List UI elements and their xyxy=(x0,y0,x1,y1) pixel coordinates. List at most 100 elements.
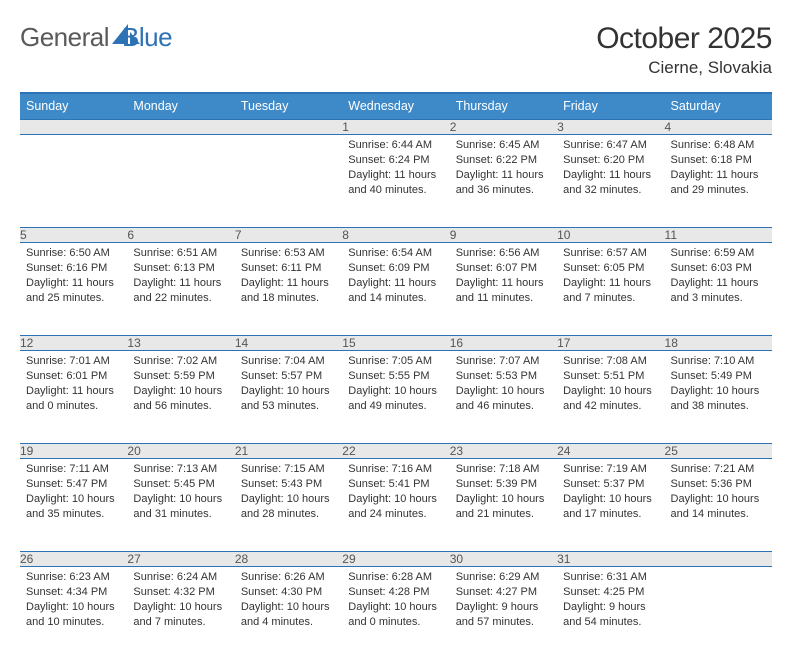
day-number-cell: 16 xyxy=(450,336,557,351)
day-details: Sunrise: 7:18 AMSunset: 5:39 PMDaylight:… xyxy=(450,459,557,525)
day-number-cell: 18 xyxy=(665,336,772,351)
logo-sail-icon xyxy=(112,24,142,46)
day-number-cell: 28 xyxy=(235,552,342,567)
weekday-header: Tuesday xyxy=(235,93,342,120)
weekday-header: Monday xyxy=(127,93,234,120)
day-number-cell: 5 xyxy=(20,228,127,243)
day-cell: Sunrise: 6:54 AMSunset: 6:09 PMDaylight:… xyxy=(342,243,449,336)
day-number-cell: 1 xyxy=(342,120,449,135)
day-details: Sunrise: 7:15 AMSunset: 5:43 PMDaylight:… xyxy=(235,459,342,525)
calendar-page: General Blue October 2025 Cierne, Slovak… xyxy=(0,0,792,670)
location-label: Cierne, Slovakia xyxy=(596,58,772,78)
calendar-table: SundayMondayTuesdayWednesdayThursdayFrid… xyxy=(20,92,772,660)
day-details: Sunrise: 6:56 AMSunset: 6:07 PMDaylight:… xyxy=(450,243,557,309)
day-details: Sunrise: 7:07 AMSunset: 5:53 PMDaylight:… xyxy=(450,351,557,417)
day-details: Sunrise: 6:24 AMSunset: 4:32 PMDaylight:… xyxy=(127,567,234,633)
day-number-cell: 9 xyxy=(450,228,557,243)
day-number-cell: 14 xyxy=(235,336,342,351)
header: General Blue October 2025 Cierne, Slovak… xyxy=(20,22,772,78)
day-cell: Sunrise: 6:24 AMSunset: 4:32 PMDaylight:… xyxy=(127,567,234,660)
day-cell: Sunrise: 7:16 AMSunset: 5:41 PMDaylight:… xyxy=(342,459,449,552)
day-cell: Sunrise: 6:28 AMSunset: 4:28 PMDaylight:… xyxy=(342,567,449,660)
day-number-cell: 24 xyxy=(557,444,664,459)
weekday-header: Friday xyxy=(557,93,664,120)
day-details: Sunrise: 7:10 AMSunset: 5:49 PMDaylight:… xyxy=(665,351,772,417)
day-number-cell: 17 xyxy=(557,336,664,351)
day-cell: Sunrise: 7:05 AMSunset: 5:55 PMDaylight:… xyxy=(342,351,449,444)
day-details: Sunrise: 7:11 AMSunset: 5:47 PMDaylight:… xyxy=(20,459,127,525)
day-number-cell: 2 xyxy=(450,120,557,135)
day-cell: Sunrise: 7:15 AMSunset: 5:43 PMDaylight:… xyxy=(235,459,342,552)
day-cell: Sunrise: 7:08 AMSunset: 5:51 PMDaylight:… xyxy=(557,351,664,444)
day-details: Sunrise: 6:54 AMSunset: 6:09 PMDaylight:… xyxy=(342,243,449,309)
day-number-cell: 21 xyxy=(235,444,342,459)
day-cell: Sunrise: 7:19 AMSunset: 5:37 PMDaylight:… xyxy=(557,459,664,552)
day-cell: Sunrise: 7:11 AMSunset: 5:47 PMDaylight:… xyxy=(20,459,127,552)
day-cell: Sunrise: 6:45 AMSunset: 6:22 PMDaylight:… xyxy=(450,135,557,228)
day-details: Sunrise: 7:21 AMSunset: 5:36 PMDaylight:… xyxy=(665,459,772,525)
day-cell: Sunrise: 6:59 AMSunset: 6:03 PMDaylight:… xyxy=(665,243,772,336)
day-cell: Sunrise: 7:18 AMSunset: 5:39 PMDaylight:… xyxy=(450,459,557,552)
day-number-cell: 10 xyxy=(557,228,664,243)
day-number-cell xyxy=(127,120,234,135)
day-cell: Sunrise: 7:21 AMSunset: 5:36 PMDaylight:… xyxy=(665,459,772,552)
day-cell: Sunrise: 7:07 AMSunset: 5:53 PMDaylight:… xyxy=(450,351,557,444)
day-details: Sunrise: 6:59 AMSunset: 6:03 PMDaylight:… xyxy=(665,243,772,309)
day-number-cell: 19 xyxy=(20,444,127,459)
day-number-cell: 26 xyxy=(20,552,127,567)
day-number-cell: 11 xyxy=(665,228,772,243)
day-number-cell: 25 xyxy=(665,444,772,459)
day-cell: Sunrise: 6:44 AMSunset: 6:24 PMDaylight:… xyxy=(342,135,449,228)
day-details: Sunrise: 6:51 AMSunset: 6:13 PMDaylight:… xyxy=(127,243,234,309)
day-number-cell xyxy=(665,552,772,567)
day-cell: Sunrise: 6:48 AMSunset: 6:18 PMDaylight:… xyxy=(665,135,772,228)
weekday-header: Saturday xyxy=(665,93,772,120)
day-cell: Sunrise: 6:56 AMSunset: 6:07 PMDaylight:… xyxy=(450,243,557,336)
day-number-cell: 3 xyxy=(557,120,664,135)
day-cell: Sunrise: 6:47 AMSunset: 6:20 PMDaylight:… xyxy=(557,135,664,228)
day-details: Sunrise: 6:57 AMSunset: 6:05 PMDaylight:… xyxy=(557,243,664,309)
day-number-cell: 30 xyxy=(450,552,557,567)
day-number-cell: 6 xyxy=(127,228,234,243)
title-block: October 2025 Cierne, Slovakia xyxy=(596,22,772,78)
day-details: Sunrise: 6:28 AMSunset: 4:28 PMDaylight:… xyxy=(342,567,449,633)
day-details: Sunrise: 6:45 AMSunset: 6:22 PMDaylight:… xyxy=(450,135,557,201)
day-details: Sunrise: 7:13 AMSunset: 5:45 PMDaylight:… xyxy=(127,459,234,525)
brand-logo: General Blue xyxy=(20,22,172,53)
day-cell: Sunrise: 7:04 AMSunset: 5:57 PMDaylight:… xyxy=(235,351,342,444)
day-cell: Sunrise: 6:50 AMSunset: 6:16 PMDaylight:… xyxy=(20,243,127,336)
calendar-header-row: SundayMondayTuesdayWednesdayThursdayFrid… xyxy=(20,93,772,120)
day-number-cell: 8 xyxy=(342,228,449,243)
day-number-cell xyxy=(235,120,342,135)
month-title: October 2025 xyxy=(596,22,772,56)
day-details: Sunrise: 7:04 AMSunset: 5:57 PMDaylight:… xyxy=(235,351,342,417)
day-cell: Sunrise: 6:31 AMSunset: 4:25 PMDaylight:… xyxy=(557,567,664,660)
day-cell: Sunrise: 7:02 AMSunset: 5:59 PMDaylight:… xyxy=(127,351,234,444)
day-number-cell: 29 xyxy=(342,552,449,567)
day-number-cell: 23 xyxy=(450,444,557,459)
day-number-cell: 7 xyxy=(235,228,342,243)
day-number-cell: 15 xyxy=(342,336,449,351)
day-details: Sunrise: 7:01 AMSunset: 6:01 PMDaylight:… xyxy=(20,351,127,417)
day-cell: Sunrise: 7:01 AMSunset: 6:01 PMDaylight:… xyxy=(20,351,127,444)
day-cell: Sunrise: 6:51 AMSunset: 6:13 PMDaylight:… xyxy=(127,243,234,336)
day-number-cell: 4 xyxy=(665,120,772,135)
day-details: Sunrise: 6:44 AMSunset: 6:24 PMDaylight:… xyxy=(342,135,449,201)
day-cell: Sunrise: 7:10 AMSunset: 5:49 PMDaylight:… xyxy=(665,351,772,444)
day-number-cell: 27 xyxy=(127,552,234,567)
day-number-cell: 12 xyxy=(20,336,127,351)
day-details: Sunrise: 7:19 AMSunset: 5:37 PMDaylight:… xyxy=(557,459,664,525)
day-details: Sunrise: 6:26 AMSunset: 4:30 PMDaylight:… xyxy=(235,567,342,633)
day-details: Sunrise: 7:02 AMSunset: 5:59 PMDaylight:… xyxy=(127,351,234,417)
weekday-header: Sunday xyxy=(20,93,127,120)
day-details: Sunrise: 6:23 AMSunset: 4:34 PMDaylight:… xyxy=(20,567,127,633)
weekday-header: Thursday xyxy=(450,93,557,120)
day-cell xyxy=(127,135,234,228)
day-cell: Sunrise: 6:26 AMSunset: 4:30 PMDaylight:… xyxy=(235,567,342,660)
day-cell: Sunrise: 6:53 AMSunset: 6:11 PMDaylight:… xyxy=(235,243,342,336)
day-number-cell: 20 xyxy=(127,444,234,459)
logo-text-general: General xyxy=(20,22,109,53)
day-cell xyxy=(235,135,342,228)
day-number-cell: 13 xyxy=(127,336,234,351)
day-details: Sunrise: 6:29 AMSunset: 4:27 PMDaylight:… xyxy=(450,567,557,633)
